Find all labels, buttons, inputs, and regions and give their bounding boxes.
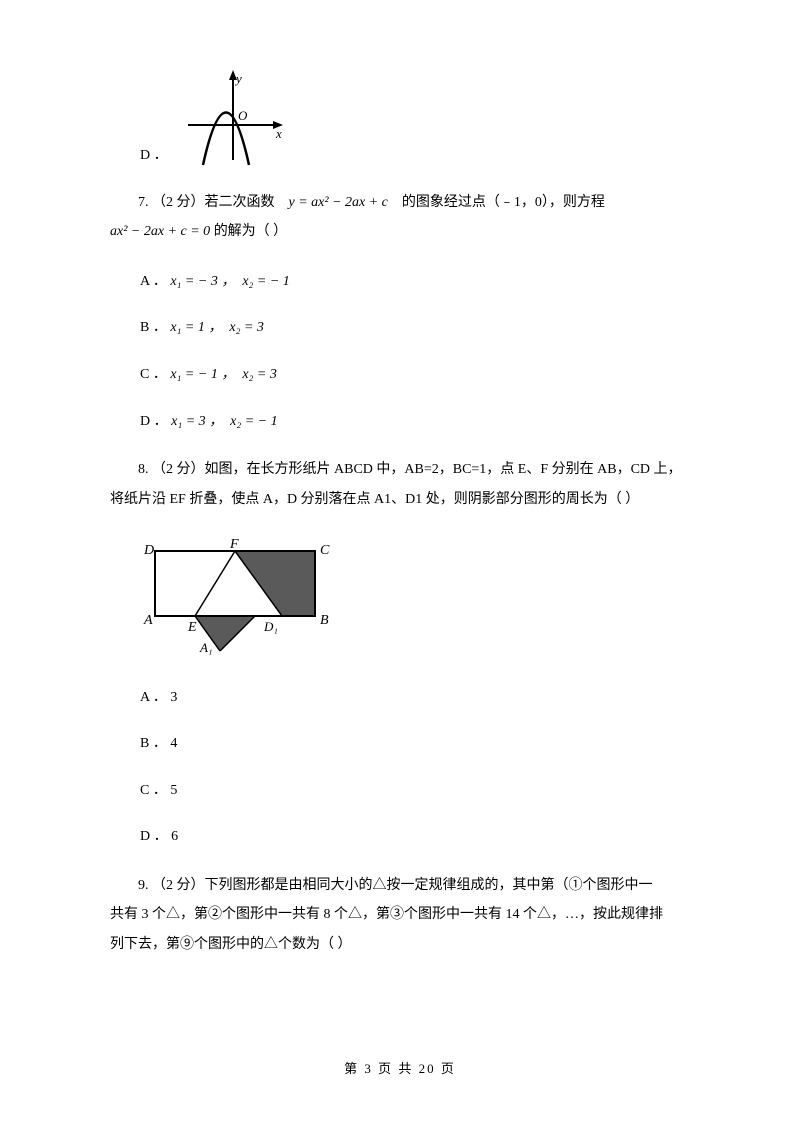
- q7-option-a: A ． x₁ = − 3 ， x₂ = − 1: [110, 269, 690, 296]
- q9-line1: 9. （2 分）下列图形都是由相同大小的△按一定规律组成的，其中第（①个图形中一: [138, 878, 653, 893]
- q7-option-b: B ． x₁ = 1 ， x₂ = 3: [110, 315, 690, 342]
- q8-stem: 8. （2 分）如图，在长方形纸片 ABCD 中，AB=2，BC=1，点 E、F…: [110, 455, 690, 514]
- q9-line3: 列下去，第⑨个图形中的△个数为（ ）: [110, 930, 352, 959]
- q7-c-x1: x₁ = − 1 ，: [170, 367, 235, 382]
- q8-c-letter: C ．: [140, 783, 167, 798]
- x-axis-label: x: [275, 126, 282, 141]
- origin-label: O: [238, 108, 248, 123]
- label-D: D: [143, 543, 154, 558]
- q8-a-val: 3: [170, 690, 177, 705]
- q6-d-letter: D ．: [140, 143, 168, 170]
- q7-d-x2: x₂ = − 1: [230, 414, 277, 429]
- q8-option-a: A ． 3: [110, 685, 690, 712]
- q7-func: y = ax² − 2ax + c: [289, 195, 388, 210]
- q8-c-val: 5: [170, 783, 177, 798]
- q7-option-d: D ． x₁ = 3 ， x₂ = − 1: [110, 409, 690, 436]
- q7-option-c: C ． x₁ = − 1 ， x₂ = 3: [110, 362, 690, 389]
- label-F: F: [229, 537, 239, 552]
- q8-b-val: 4: [170, 736, 177, 751]
- q7-stem: 7. （2 分）若二次函数 y = ax² − 2ax + c 的图象经过点（﹣…: [110, 188, 690, 247]
- q7-eq: ax² − 2ax + c = 0: [110, 217, 210, 246]
- q7-b-letter: B ．: [140, 320, 167, 335]
- q7-a-x1: x₁ = − 3 ，: [170, 274, 235, 289]
- q8-option-c: C ． 5: [110, 778, 690, 805]
- q8-d-val: 6: [171, 829, 178, 844]
- q8-line2: 将纸片沿 EF 折叠，使点 A，D 分别落在点 A1、D1 处，则阴影部分图形的…: [110, 485, 639, 514]
- q7-c-letter: C ．: [140, 367, 167, 382]
- q8-b-letter: B ．: [140, 736, 167, 751]
- q8-a-letter: A ．: [140, 690, 167, 705]
- q7-mid: 的图象经过点（﹣1，0），则方程: [402, 195, 605, 210]
- q9-stem: 9. （2 分）下列图形都是由相同大小的△按一定规律组成的，其中第（①个图形中一…: [110, 871, 690, 959]
- q7-b-x1: x₁ = 1 ，: [170, 320, 222, 335]
- label-E: E: [187, 620, 197, 635]
- q7-b-x2: x₂ = 3: [229, 320, 264, 335]
- footer-text: 第 3 页 共 20 页: [344, 1061, 456, 1076]
- page-content: D ． O x y 7. （2 分）若二次函数 y = ax² − 2ax + …: [0, 0, 800, 959]
- q8-line1: 8. （2 分）如图，在长方形纸片 ABCD 中，AB=2，BC=1，点 E、F…: [138, 462, 682, 477]
- q8-d-letter: D ．: [140, 829, 168, 844]
- parabola-graph: O x y: [178, 70, 288, 170]
- q7-tail: 的解为（ ）: [214, 224, 288, 239]
- q8-figure: D C A B F E A₁ D₁: [140, 536, 690, 667]
- label-A1: A₁: [199, 640, 212, 655]
- q7-prefix: 7. （2 分）若二次函数: [138, 195, 275, 210]
- label-A: A: [143, 613, 153, 628]
- q7-a-letter: A ．: [140, 274, 167, 289]
- page-footer: 第 3 页 共 20 页: [0, 1057, 800, 1082]
- q7-a-x2: x₂ = − 1: [242, 274, 289, 289]
- q8-option-d: D ． 6: [110, 824, 690, 851]
- q8-option-b: B ． 4: [110, 731, 690, 758]
- q7-d-x1: x₁ = 3 ，: [171, 414, 223, 429]
- label-C: C: [320, 543, 330, 558]
- q9-line2: 共有 3 个△，第②个图形中一共有 8 个△，第③个图形中一共有 14 个△，……: [110, 900, 663, 929]
- q6-option-d: D ． O x y: [110, 70, 690, 170]
- q7-c-x2: x₂ = 3: [242, 367, 277, 382]
- label-B: B: [320, 613, 329, 628]
- y-axis-label: y: [234, 71, 242, 86]
- q7-d-letter: D ．: [140, 414, 168, 429]
- label-D1: D₁: [263, 619, 278, 634]
